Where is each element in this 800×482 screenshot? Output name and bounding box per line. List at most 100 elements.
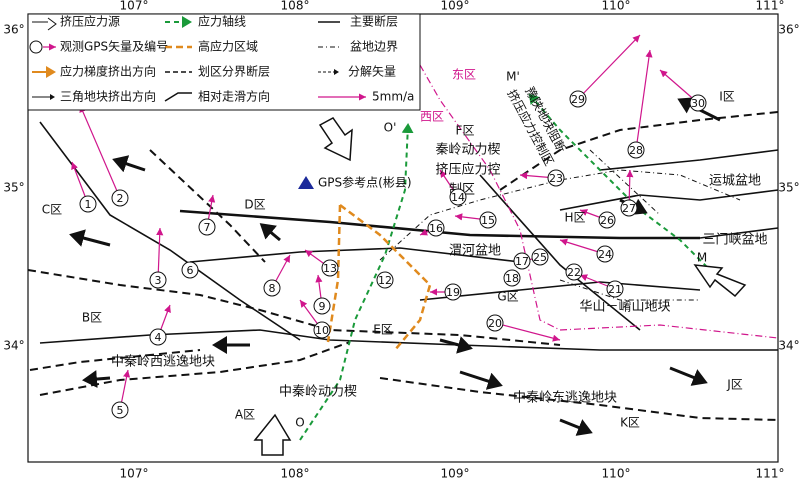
station-label: 1 xyxy=(85,198,92,211)
station-marker xyxy=(321,259,339,277)
station-label: 21 xyxy=(608,283,622,296)
station-marker xyxy=(198,218,216,236)
station-marker xyxy=(444,283,462,301)
place-label: 中秦岭东逃逸地块 xyxy=(513,391,617,406)
lon-label: 110° xyxy=(602,467,631,481)
legend-label: 划区分界断层 xyxy=(198,64,270,79)
legend-label: 主要断层 xyxy=(350,14,398,29)
station-label: 27 xyxy=(622,202,636,215)
zone-label: 东区 xyxy=(452,68,476,82)
station-label: 12 xyxy=(378,274,392,287)
place-label: 秦岭动力楔 xyxy=(435,143,500,158)
legend-label: 挤压应力源 xyxy=(60,14,120,29)
region-label: C区 xyxy=(42,203,62,217)
station-marker xyxy=(449,188,467,206)
station-marker xyxy=(503,269,521,287)
region-label: B区 xyxy=(82,311,102,325)
lon-label: 109° xyxy=(441,467,470,481)
place-label: 运城盆地 xyxy=(709,174,761,189)
station-label: 20 xyxy=(488,317,502,330)
station-label: 10 xyxy=(315,324,329,337)
place-label: 渭河盆地 xyxy=(449,244,501,259)
station-marker xyxy=(620,199,638,217)
station-marker xyxy=(598,211,616,229)
lon-label: 108° xyxy=(281,0,310,13)
station-label: 16 xyxy=(429,222,443,235)
station-label: 17 xyxy=(515,255,529,268)
zone-label: 西区 xyxy=(420,110,444,124)
station-label: 14 xyxy=(451,191,465,204)
place-label: 三门峡盆地 xyxy=(702,233,767,248)
station-label: 22 xyxy=(567,266,581,279)
station-label: 5 xyxy=(117,404,124,417)
station-label: 29 xyxy=(571,93,585,106)
gps-reference-label: GPS参考点(彬县) xyxy=(318,175,412,190)
station-label: 19 xyxy=(446,286,460,299)
gps-reference-marker xyxy=(298,176,314,189)
zone-boundary xyxy=(419,64,779,339)
legend-label: 盆地边界 xyxy=(350,40,398,54)
station-label: 13 xyxy=(323,262,337,275)
station-marker xyxy=(313,321,331,339)
legend xyxy=(27,13,421,111)
station-label: 24 xyxy=(598,248,612,261)
faults xyxy=(27,111,779,421)
station-marker xyxy=(181,261,199,279)
legend-label: 5mm/a xyxy=(372,90,414,104)
lon-label: 110° xyxy=(602,0,631,13)
legend-label: 高应力区域 xyxy=(198,39,258,54)
legend-label: 应力梯度挤出方向 xyxy=(60,64,156,79)
station-marker xyxy=(513,252,531,270)
station-marker xyxy=(486,314,504,332)
lat-label: 34° xyxy=(3,339,24,353)
station-label: 26 xyxy=(600,214,614,227)
station-label: 8 xyxy=(269,282,276,295)
lon-label: 107° xyxy=(120,0,149,13)
region-label: D区 xyxy=(244,198,265,212)
legend-label: 相对走滑方向 xyxy=(198,89,270,104)
lon-label: 111° xyxy=(756,0,785,13)
station-marker xyxy=(569,90,587,108)
legend-label: 应力轴线 xyxy=(198,14,246,29)
station-label: 4 xyxy=(155,331,162,344)
legend-label: 观测GPS矢量及编号 xyxy=(60,39,168,54)
station-label: 23 xyxy=(549,172,563,185)
station-marker xyxy=(149,271,167,289)
legend-label: 分解矢量 xyxy=(348,65,396,79)
region-label: F区 xyxy=(456,124,475,138)
station-marker xyxy=(427,219,445,237)
high-stress-zone xyxy=(339,204,432,351)
lon-label: 111° xyxy=(756,467,785,481)
lat-label: 36° xyxy=(778,23,799,37)
lon-label: 109° xyxy=(441,0,470,13)
lat-label: 36° xyxy=(3,23,24,37)
station-label: 7 xyxy=(204,221,211,234)
lon-label: 108° xyxy=(281,467,310,481)
station-marker xyxy=(149,328,167,346)
lat-label: 35° xyxy=(778,181,799,195)
station-marker xyxy=(689,94,707,112)
place-label: 挤压应力控 xyxy=(435,162,500,178)
lat-label: 35° xyxy=(3,181,24,195)
station-marker xyxy=(111,189,129,207)
station-label: 9 xyxy=(319,300,326,313)
station-label: 18 xyxy=(505,272,519,285)
station-label: 25 xyxy=(533,251,547,264)
station-marker xyxy=(627,141,645,159)
region-label: A区 xyxy=(235,408,255,422)
station-label: 6 xyxy=(187,264,194,277)
point-label: O' xyxy=(384,121,397,135)
station-marker xyxy=(263,279,281,297)
station-label: 15 xyxy=(481,214,495,227)
region-label: E区 xyxy=(373,323,393,337)
high-stress-zone xyxy=(326,204,342,343)
stress-axis xyxy=(528,93,721,281)
station-marker xyxy=(565,263,583,281)
region-label: G区 xyxy=(497,290,518,304)
extrusion-arrows xyxy=(69,97,721,436)
station-label: 30 xyxy=(691,97,705,110)
point-label: M' xyxy=(506,70,520,84)
place-label: 华山－崤山地块 xyxy=(579,300,670,315)
station-marker xyxy=(479,211,497,229)
